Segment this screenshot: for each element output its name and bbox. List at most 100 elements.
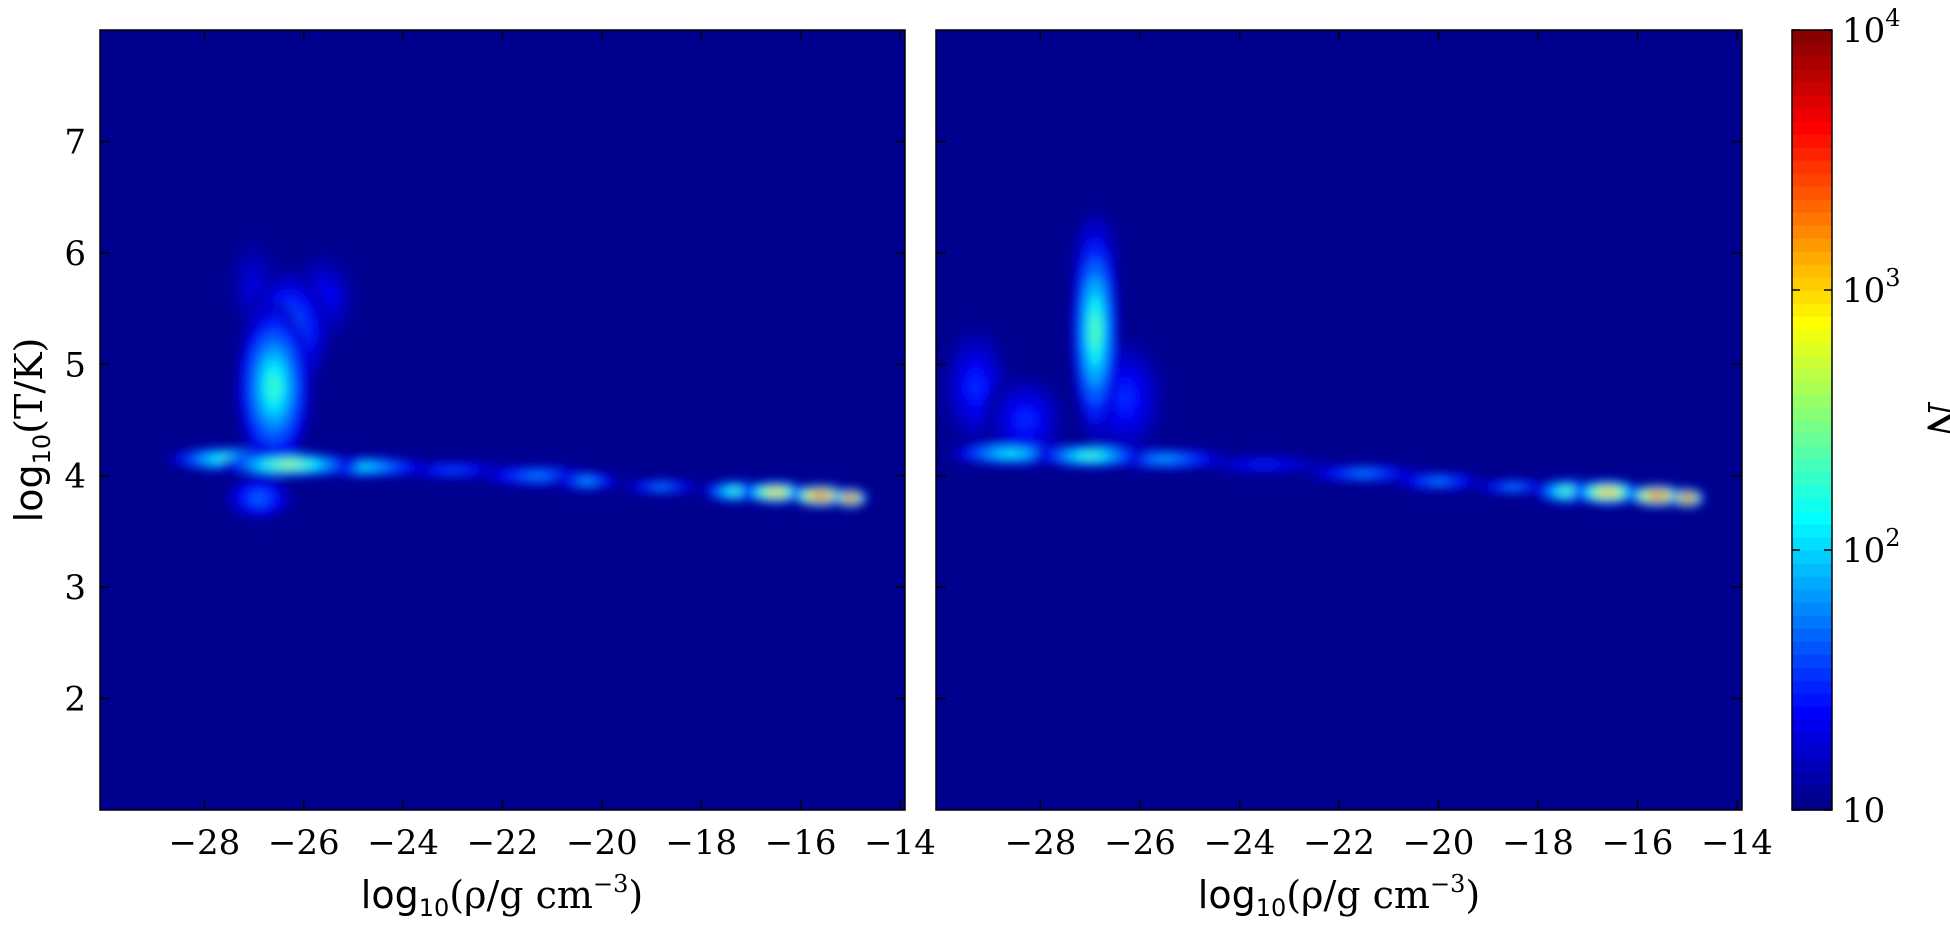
x-tick-label: −14 (1701, 823, 1773, 863)
colorbar-ticks: 10 102 103 104 (1792, 4, 1901, 831)
colorbar-tick-label: 10 (1842, 791, 1885, 831)
colorbar-band (1792, 758, 1832, 772)
colorbar-bands (1792, 30, 1832, 811)
colorbar-band (1792, 706, 1832, 720)
colorbar-band (1792, 732, 1832, 746)
colorbar-band (1792, 303, 1832, 317)
density-blob (224, 474, 294, 522)
density-blob (1034, 443, 1146, 469)
colorbar-band (1792, 329, 1832, 343)
colorbar-band (1792, 485, 1832, 499)
colorbar-band (1792, 69, 1832, 83)
colorbar-band (1792, 134, 1832, 148)
colorbar-band (1792, 589, 1832, 603)
colorbar-band (1792, 433, 1832, 447)
colorbar-band (1792, 563, 1832, 577)
colorbar-band (1792, 693, 1832, 707)
y-tick-label: 4 (64, 457, 86, 497)
x-tick-label: −18 (665, 823, 737, 863)
x-ticks-right: −28 −26 −24 −22 −20 −18 −16 −14 (936, 30, 1773, 863)
density-blob (1070, 221, 1120, 441)
colorbar-band (1792, 784, 1832, 798)
y-axis-label: log10(T/K) (7, 338, 56, 523)
colorbar-band (1792, 602, 1832, 616)
x-tick-label: −22 (1303, 823, 1375, 863)
colorbar-band (1792, 95, 1832, 109)
colorbar-band (1792, 511, 1832, 525)
colorbar-band (1792, 628, 1832, 642)
colorbar-band (1792, 368, 1832, 382)
colorbar-band (1792, 264, 1832, 278)
colorbar-band (1792, 667, 1832, 681)
colorbar-band (1792, 186, 1832, 200)
colorbar-band (1792, 251, 1832, 265)
x-tick-label: −20 (566, 823, 638, 863)
colorbar-band (1792, 576, 1832, 590)
x-tick-label: −20 (1403, 823, 1475, 863)
density-blob (552, 471, 622, 491)
colorbar-tick-label: 102 (1842, 524, 1901, 571)
colorbar-band (1792, 238, 1832, 252)
colorbar-band (1792, 537, 1832, 551)
x-tick-label: −28 (1005, 823, 1077, 863)
colorbar-band (1792, 342, 1832, 356)
plot-area-right (936, 30, 1742, 810)
panel-right: −28 −26 −24 −22 −20 −18 −16 −14 log10(ρ/g cm−3) (935, 29, 1773, 922)
y-tick-label: 2 (64, 680, 86, 720)
density-blob (1669, 488, 1705, 508)
colorbar-band (1792, 225, 1832, 239)
x-tick-label: −24 (367, 823, 439, 863)
colorbar-band (1792, 355, 1832, 369)
colorbar-band (1792, 160, 1832, 174)
colorbar-band (1792, 290, 1832, 304)
colorbar-band (1792, 446, 1832, 460)
x-tick-label: −16 (765, 823, 837, 863)
y-tick-label: 5 (64, 345, 86, 385)
density-blob (219, 452, 359, 478)
y-tick-label: 3 (64, 568, 86, 608)
colorbar-band (1792, 550, 1832, 564)
y-tick-label: 6 (64, 234, 86, 274)
colorbar: 10 102 103 104 N (1791, 4, 1950, 831)
colorbar-band (1792, 121, 1832, 135)
colorbar-band (1792, 82, 1832, 96)
colorbar-band (1792, 407, 1832, 421)
x-tick-label: −16 (1602, 823, 1674, 863)
x-axis-label-left: log10(ρ/g cm−3) (361, 870, 643, 922)
colorbar-band (1792, 498, 1832, 512)
colorbar-band (1792, 212, 1832, 226)
colorbar-band (1792, 316, 1832, 330)
density-layer-left (166, 231, 868, 522)
colorbar-tick-label: 104 (1842, 4, 1901, 51)
colorbar-band (1792, 654, 1832, 668)
colorbar-band (1792, 459, 1832, 473)
colorbar-band (1792, 394, 1832, 408)
x-axis-label-right: log10(ρ/g cm−3) (1198, 870, 1480, 922)
x-tick-label: −26 (268, 823, 340, 863)
y-tick-label: 7 (64, 122, 86, 162)
colorbar-band (1792, 680, 1832, 694)
colorbar-band (1792, 108, 1832, 122)
colorbar-band (1792, 719, 1832, 733)
colorbar-band (1792, 277, 1832, 291)
colorbar-band (1792, 641, 1832, 655)
colorbar-band (1792, 524, 1832, 538)
density-blob (235, 300, 313, 473)
y-ticks-left: 2 3 4 5 6 7 (64, 122, 905, 720)
colorbar-band (1792, 420, 1832, 434)
colorbar-band (1792, 56, 1832, 70)
colorbar-band (1792, 147, 1832, 161)
density-layer-right (940, 209, 1705, 508)
density-blob (619, 479, 704, 495)
density-blob (832, 488, 868, 508)
colorbar-band (1792, 199, 1832, 213)
colorbar-band (1792, 797, 1832, 811)
x-tick-label: −24 (1204, 823, 1276, 863)
density-blob (1572, 479, 1643, 505)
colorbar-band (1792, 173, 1832, 187)
colorbar-label: N (1918, 402, 1950, 440)
density-blob (1194, 455, 1335, 474)
x-tick-label: −22 (467, 823, 539, 863)
colorbar-band (1792, 43, 1832, 57)
